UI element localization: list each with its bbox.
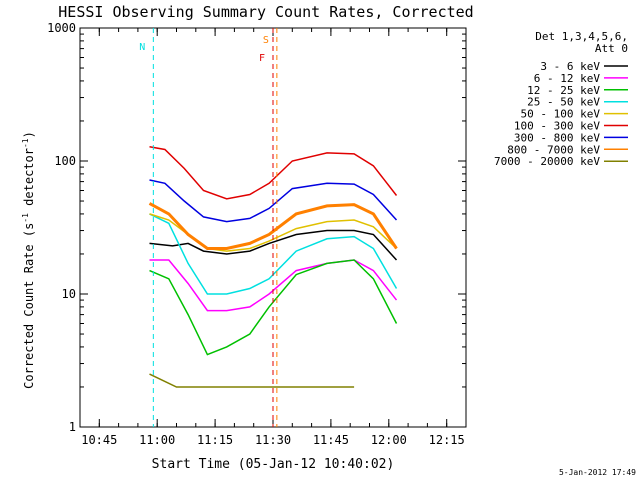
legend-header-line-2: Att 0	[595, 42, 628, 55]
legend-label: 50 - 100 keV	[521, 108, 601, 121]
x-tick-label: 11:45	[313, 433, 349, 447]
x-tick-label: 12:15	[429, 433, 465, 447]
y-tick-label: 1000	[47, 21, 76, 35]
series-line	[148, 202, 398, 250]
y-tick-label: 1	[69, 420, 76, 434]
x-axis-label: Start Time (05-Jan-12 10:40:02)	[152, 457, 395, 472]
series-line	[149, 179, 398, 223]
x-tick-label: 11:15	[197, 433, 233, 447]
annotation-label: F	[259, 53, 265, 64]
series-line	[149, 213, 398, 295]
footer-timestamp: 5-Jan-2012 17:49	[559, 468, 636, 477]
x-tick-label: 11:00	[139, 433, 175, 447]
x-tick-label: 12:00	[371, 433, 407, 447]
legend-label: 800 - 7000 keV	[507, 143, 600, 156]
series-line	[149, 145, 398, 200]
y-tick-label: 10	[62, 287, 76, 301]
legend-header-line-1: Det 1,3,4,5,6,	[535, 30, 628, 43]
series-line	[149, 259, 398, 312]
legend-label: 6 - 12 keV	[534, 72, 601, 85]
legend-label: 7000 - 20000 keV	[494, 155, 600, 168]
x-tick-label: 11:30	[255, 433, 291, 447]
legend-label: 12 - 25 keV	[527, 84, 600, 97]
legend-label: 100 - 300 keV	[514, 120, 600, 133]
legend-label: 25 - 50 keV	[527, 96, 600, 109]
annotation-label: S	[263, 35, 269, 46]
legend-label: 3 - 6 keV	[540, 60, 600, 73]
y-tick-label: 100	[54, 154, 76, 168]
annotation-label: N	[139, 42, 145, 53]
legend-label: 300 - 800 keV	[514, 131, 600, 144]
y-axis-label: Corrected Count Rate (s-1 detector-1)	[21, 131, 36, 389]
chart-title: HESSI Observing Summary Count Rates, Cor…	[58, 3, 473, 21]
series-line	[149, 229, 398, 261]
x-tick-label: 10:45	[81, 433, 117, 447]
series-line	[149, 373, 355, 388]
series-line	[149, 259, 398, 356]
